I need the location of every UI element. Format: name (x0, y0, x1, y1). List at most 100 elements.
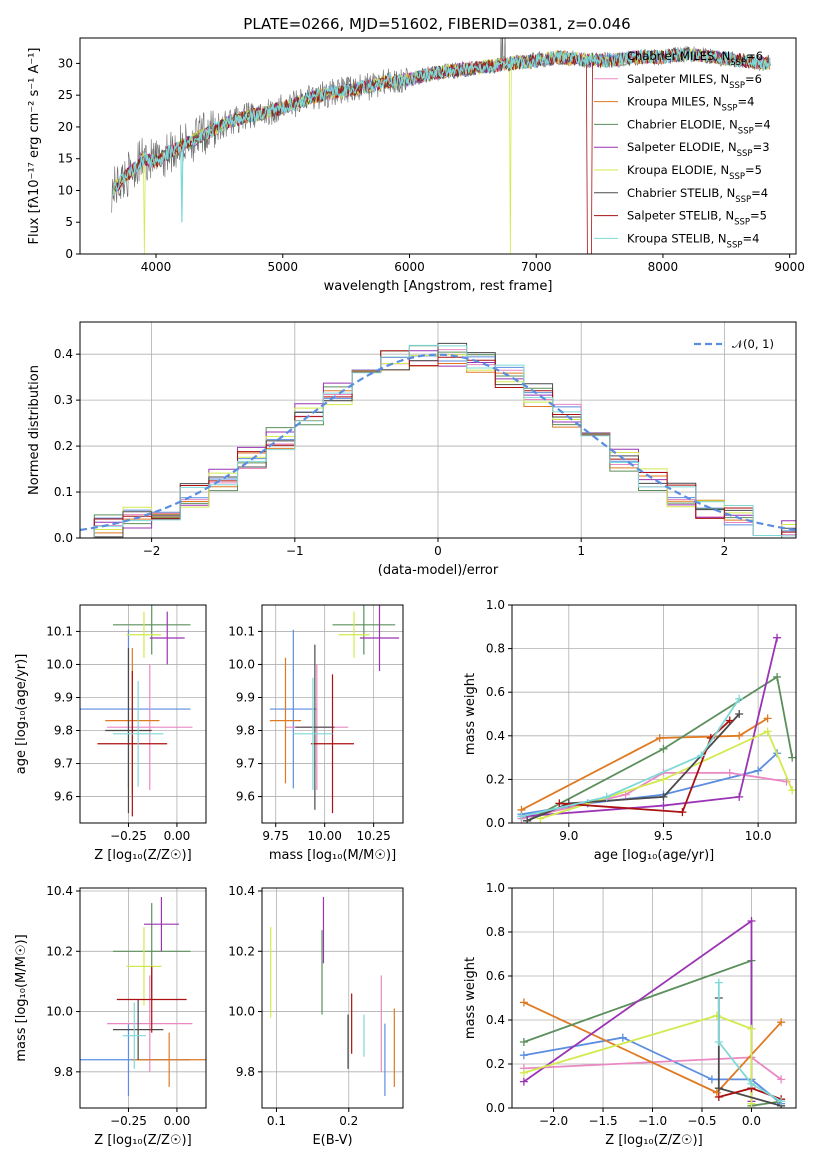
weight-marker (712, 1088, 721, 1097)
x-tick-label: −0.25 (110, 1114, 147, 1128)
y-tick-label: 25 (58, 88, 73, 102)
x-tick-label: 0 (434, 544, 442, 558)
x-tick-label: 9.5 (654, 829, 673, 843)
x-tick-label: 8000 (648, 260, 679, 274)
y-tick-label: 10.2 (228, 944, 255, 958)
mass_vs_ebv-panel: 0.1 0.2 9.8 10.0 10.2 10.4 E(B-V) (228, 884, 404, 1148)
weight-marker (555, 799, 564, 808)
mass_vs_ebv-xlabel: E(B-V) (312, 1133, 352, 1148)
weight-series-line (717, 982, 782, 1103)
y-tick-label: 1.0 (486, 881, 505, 895)
x-tick-label: −0.25 (110, 829, 147, 843)
weight-marker (714, 1093, 723, 1101)
gaussian-curve (80, 353, 796, 532)
y-tick-label: 1.0 (486, 598, 505, 612)
weight-series-line (717, 998, 782, 1107)
weight-marker (519, 1038, 528, 1046)
weight-marker (773, 633, 782, 642)
y-tick-label: 0.8 (486, 642, 505, 656)
legend-label: Salpeter MILES, NSSP=6 (627, 72, 762, 91)
weight-series-line (521, 637, 778, 818)
x-tick-label: −1 (286, 544, 304, 558)
weight-marker (707, 1075, 716, 1084)
age_vs_mass-panel: 9.75 10.00 10.25 9.6 9.7 9.8 9.9 10.0 10.1 mass [… (228, 604, 404, 863)
weight-marker (517, 812, 526, 821)
weight-marker (747, 1099, 756, 1108)
residuals-plot-area (80, 342, 796, 538)
weight-marker (747, 917, 756, 925)
y-tick-label: 10.0 (46, 657, 73, 671)
x-tick-label: 0.00 (164, 829, 191, 843)
age_vs_mass-xlabel: mass [log₁₀(M/M☉)] (269, 848, 396, 863)
y-tick-label: 10.0 (228, 657, 255, 671)
age_vs_Z-xlabel: Z [log₁₀(Z/Z☉)] (94, 848, 191, 863)
x-tick-label: 5000 (267, 260, 298, 274)
legend-label: Kroupa ELODIE, NSSP=5 (627, 163, 762, 182)
errorbar-point (126, 611, 162, 658)
spectrum-frame (79, 37, 797, 255)
weight-marker (788, 753, 796, 762)
weight_vs_age-frame (511, 604, 797, 824)
y-tick-label: 0.0 (486, 816, 505, 830)
weight-marker (735, 694, 744, 703)
weight_vs_Z-frame (511, 887, 797, 1109)
mass_vs_Z-xlabel: Z [log₁₀(Z/Z☉)] (94, 1133, 191, 1148)
residuals-ylabel: Normed distribution (27, 365, 42, 495)
weight-marker (773, 672, 782, 681)
legend-label: Chabrier MILES, NSSP=6 (627, 49, 763, 68)
errorbar-point (112, 605, 191, 655)
y-tick-label: 0.6 (486, 685, 505, 699)
mass_vs_ebv-plot-area (270, 897, 395, 1096)
x-tick-label: 9.0 (559, 829, 578, 843)
y-tick-label: 10.0 (46, 1005, 73, 1019)
y-tick-label: 0.4 (486, 1013, 505, 1027)
legend-label: Kroupa MILES, NSSP=4 (627, 95, 754, 114)
weight-marker (788, 786, 796, 795)
x-tick-label: −1.0 (638, 1114, 667, 1128)
mass_vs_Z-panel: −0.25 0.00 9.8 10.0 10.2 10.4 Z [log₁₀(Z/Z☉)] m… (14, 884, 207, 1148)
weight-marker (519, 998, 528, 1007)
y-tick-label: 9.8 (54, 724, 73, 738)
weight_vs_age-panel: 9.0 9.5 10.0 0.0 0.2 0.4 0.6 0.8 1.0 age [log₁₀(a… (463, 598, 797, 863)
y-tick-label: 10.4 (228, 884, 255, 898)
weight-marker (659, 744, 668, 753)
x-tick-label: 1 (577, 544, 585, 558)
residuals-xlabel: (data-model)/error (378, 563, 499, 578)
errorbar-point (310, 674, 355, 814)
residuals-panel: −2 −1 0 1 2 0.0 0.1 0.2 0.3 0.4 (data-model)/error… (27, 321, 797, 578)
weight_vs_Z-xlabel: Z [log₁₀(Z/Z☉)] (605, 1133, 702, 1148)
figure-title: PLATE=0266, MJD=51602, FIBERID=0381, z=0… (243, 15, 630, 33)
spectrum-ylabel: Flux [fλ10⁻¹⁷ erg cm⁻² s⁻¹ A⁻¹] (27, 48, 42, 245)
age_vs_Z-plot-area (80, 605, 193, 817)
weight-marker (519, 1068, 528, 1077)
weight_vs_Z-panel: −2.0 −1.5 −1.0 −0.5 0.0 0.0 0.2 0.4 0.6 0.8 1.0 Z [… (463, 881, 797, 1148)
y-tick-label: 9.6 (54, 790, 73, 804)
errorbar-point (112, 680, 164, 787)
weight-marker (655, 733, 664, 742)
errorbar-point (97, 671, 168, 817)
y-tick-label: 10 (58, 183, 73, 197)
y-tick-label: 0.1 (54, 485, 73, 499)
weight-marker (754, 766, 763, 775)
weight-marker (697, 751, 706, 760)
weight_vs_Z-plot-area (519, 917, 786, 1108)
weight-marker (763, 727, 772, 736)
legend-label: Kroupa STELIB, NSSP=4 (627, 231, 759, 250)
weight-marker (747, 1079, 756, 1088)
y-tick-label: 5 (65, 215, 73, 229)
errorbar-point (122, 1002, 146, 1069)
errorbar-point (126, 927, 162, 1006)
weight-series-line (540, 730, 794, 820)
weight_vs_Z-ylabel: mass weight (463, 957, 478, 1039)
x-tick-label: 0.1 (267, 1114, 286, 1128)
errorbar-point (293, 677, 333, 790)
weight_vs_age-plot-area (517, 633, 796, 823)
y-tick-label: 0.8 (486, 925, 505, 939)
x-tick-label: −1.5 (588, 1114, 617, 1128)
weight-series-line (523, 1014, 753, 1104)
mass_vs_Z-frame (79, 887, 207, 1109)
spectrum-plot-area (111, 38, 771, 254)
weight-marker (678, 808, 687, 817)
errorbar-point (269, 629, 317, 789)
